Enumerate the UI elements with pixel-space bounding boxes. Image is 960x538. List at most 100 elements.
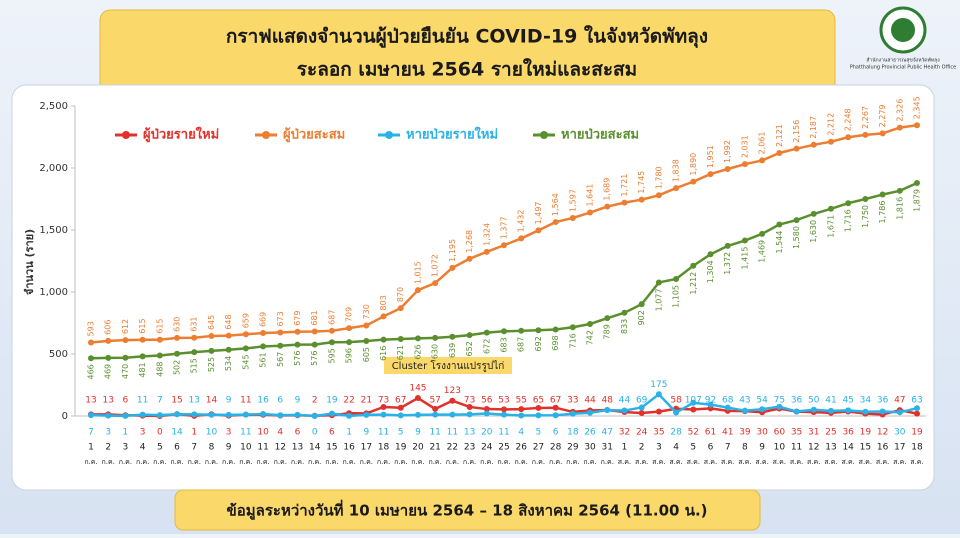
point xyxy=(518,327,525,334)
x-tick-label: 30 xyxy=(584,443,596,453)
data-label: 730 xyxy=(362,304,371,319)
point xyxy=(260,411,267,418)
legend-marker xyxy=(385,131,393,139)
point xyxy=(707,401,714,408)
data-label: 1,195 xyxy=(448,239,457,262)
data-label: 692 xyxy=(534,336,543,351)
point xyxy=(397,335,404,342)
point xyxy=(759,157,766,164)
point xyxy=(604,315,611,322)
x-month-label: ส.ค. xyxy=(910,458,923,466)
data-label: 1 xyxy=(123,428,129,438)
logo-text: Phatthalung Provincial Public Health Off… xyxy=(850,65,957,71)
point xyxy=(621,199,628,206)
data-label: 1 xyxy=(346,428,352,438)
x-month-label: ก.ค. xyxy=(170,458,183,466)
x-tick-label: 17 xyxy=(894,443,905,453)
data-label: 7 xyxy=(88,428,94,438)
point xyxy=(707,251,714,258)
data-label: 44 xyxy=(619,396,631,406)
data-label: 9 xyxy=(226,396,232,406)
data-label: 1,015 xyxy=(413,261,422,284)
data-label: 870 xyxy=(396,287,405,302)
x-month-label: ก.ค. xyxy=(291,458,304,466)
data-label: 1,564 xyxy=(551,193,560,216)
data-label: 61 xyxy=(705,428,716,438)
point xyxy=(690,262,697,269)
point xyxy=(552,219,559,226)
data-label: 2,212 xyxy=(826,113,835,136)
point xyxy=(552,404,559,411)
data-label: 9 xyxy=(363,428,369,438)
x-month-label: ก.ค. xyxy=(601,458,614,466)
data-label: 73 xyxy=(464,396,475,406)
point xyxy=(174,334,181,341)
data-label: 68 xyxy=(722,396,734,406)
point xyxy=(724,165,731,172)
point xyxy=(380,313,387,320)
point xyxy=(707,171,714,178)
data-label: 1,072 xyxy=(431,254,440,277)
point xyxy=(535,327,542,334)
data-label: 175 xyxy=(650,380,667,390)
point xyxy=(483,329,490,336)
x-tick-label: 4 xyxy=(140,443,146,453)
data-label: 615 xyxy=(138,318,147,333)
point xyxy=(139,336,146,343)
data-label: 1,497 xyxy=(534,201,543,224)
data-label: 12 xyxy=(877,428,888,438)
data-label: 3 xyxy=(105,428,111,438)
x-month-label: ส.ค. xyxy=(738,458,751,466)
point xyxy=(432,334,439,341)
point xyxy=(673,185,680,192)
data-label: 44 xyxy=(584,396,596,406)
data-label: 1,780 xyxy=(654,166,663,189)
x-month-label: ส.ค. xyxy=(687,458,700,466)
point xyxy=(311,341,318,348)
data-label: 4 xyxy=(518,428,524,438)
data-label: 631 xyxy=(190,316,199,331)
x-tick-label: 12 xyxy=(808,443,819,453)
x-month-label: ก.ค. xyxy=(325,458,338,466)
data-label: 1,432 xyxy=(517,210,526,233)
data-label: 576 xyxy=(293,351,302,366)
point xyxy=(810,210,817,217)
data-label: 630 xyxy=(431,344,440,359)
x-tick-label: 3 xyxy=(656,443,662,453)
point xyxy=(845,407,852,414)
point xyxy=(260,330,267,337)
data-label: 1,992 xyxy=(723,140,732,163)
point xyxy=(156,412,163,419)
y-tick-label: 2,000 xyxy=(39,163,68,174)
data-label: 612 xyxy=(121,319,130,334)
point xyxy=(174,350,181,357)
data-label: 645 xyxy=(207,315,216,330)
point xyxy=(328,327,335,334)
point xyxy=(569,324,576,331)
x-month-label: ก.ค. xyxy=(411,458,424,466)
data-label: 9 xyxy=(295,396,301,406)
point xyxy=(655,391,662,398)
y-tick-label: 500 xyxy=(49,349,68,360)
data-label: 1,716 xyxy=(844,209,853,232)
point xyxy=(690,399,697,406)
data-label: 803 xyxy=(379,295,388,310)
data-label: 14 xyxy=(206,396,218,406)
data-label: 659 xyxy=(241,313,250,328)
point xyxy=(535,227,542,234)
point xyxy=(225,411,232,418)
x-month-label: ก.ค. xyxy=(136,458,149,466)
data-label: 13 xyxy=(102,396,113,406)
data-label: 22 xyxy=(343,396,354,406)
data-label: 626 xyxy=(413,344,422,359)
x-tick-label: 10 xyxy=(774,443,786,453)
data-label: 52 xyxy=(688,428,699,438)
x-tick-label: 25 xyxy=(498,443,509,453)
point xyxy=(638,301,645,308)
data-label: 10 xyxy=(206,428,218,438)
data-label: 596 xyxy=(345,348,354,363)
data-label: 11 xyxy=(137,396,148,406)
point xyxy=(879,191,886,198)
point xyxy=(191,349,198,356)
